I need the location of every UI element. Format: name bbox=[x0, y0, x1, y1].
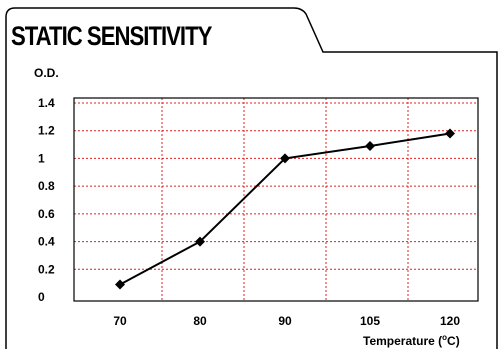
y-tick-label: 1.2 bbox=[38, 124, 55, 138]
x-tick-label: 70 bbox=[113, 314, 127, 328]
x-tick-label: 105 bbox=[360, 314, 380, 328]
x-tick-label: 120 bbox=[440, 314, 460, 328]
y-tick-label: 0 bbox=[38, 290, 45, 304]
y-tick-label: 0.2 bbox=[38, 262, 55, 276]
data-point-marker bbox=[280, 153, 290, 164]
y-tick-labels: 0 0.2 0.4 0.6 0.8 1 1.2 1.4 bbox=[38, 96, 55, 304]
data-point-marker bbox=[445, 128, 455, 139]
x-axis-label: Temperature (oC) bbox=[363, 333, 460, 348]
y-axis-label: O.D. bbox=[34, 66, 59, 80]
chart-title: STATIC SENSITIVITY bbox=[11, 21, 212, 51]
x-axis-label-suffix: C) bbox=[447, 334, 460, 348]
y-tick-label: 0.4 bbox=[38, 235, 55, 249]
x-axis-label-prefix: Temperature ( bbox=[363, 334, 443, 348]
degree-symbol: o bbox=[442, 333, 448, 342]
plot-border bbox=[73, 97, 479, 302]
grid bbox=[74, 98, 478, 301]
y-tick-label: 1 bbox=[38, 151, 45, 165]
y-tick-label: 1.4 bbox=[38, 96, 55, 110]
x-tick-labels: 70 80 90 105 120 bbox=[113, 314, 460, 328]
y-tick-label: 0.8 bbox=[38, 179, 55, 193]
data-point-marker bbox=[365, 140, 375, 151]
series-markers bbox=[115, 128, 455, 290]
x-tick-label: 80 bbox=[193, 314, 207, 328]
data-point-marker bbox=[115, 279, 125, 290]
x-tick-label: 90 bbox=[278, 314, 292, 328]
y-tick-label: 0.6 bbox=[38, 207, 55, 221]
data-point-marker bbox=[195, 236, 205, 247]
frame-border bbox=[5, 7, 498, 349]
